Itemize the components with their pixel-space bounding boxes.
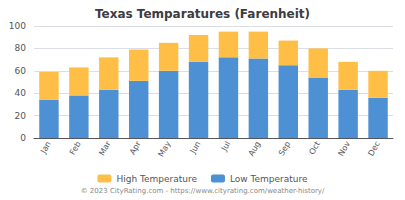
svg-text:100: 100 [9,21,26,31]
svg-text:Jul: Jul [219,140,232,154]
svg-text:40: 40 [15,88,27,98]
svg-text:Nov: Nov [336,140,352,158]
svg-text:Jan: Jan [38,140,52,156]
svg-text:20: 20 [15,111,27,121]
svg-text:Dec: Dec [366,140,382,158]
svg-text:© 2023 CityRating.com - https:: © 2023 CityRating.com - https://www.city… [81,187,325,195]
svg-text:Sep: Sep [277,140,292,158]
svg-text:Apr: Apr [128,139,143,156]
svg-text:Mar: Mar [97,139,113,157]
svg-text:60: 60 [15,66,27,76]
svg-text:Oct: Oct [307,140,322,156]
svg-text:0: 0 [20,133,26,143]
svg-text:Texas Temparatures (Farenheit): Texas Temparatures (Farenheit) [95,7,310,21]
svg-text:May: May [156,140,172,159]
svg-text:Feb: Feb [68,140,83,157]
svg-text:80: 80 [15,43,27,53]
svg-text:Jun: Jun [188,140,203,156]
svg-text:Low Temperature: Low Temperature [230,174,308,184]
svg-text:Aug: Aug [247,140,263,158]
svg-text:High Temperature: High Temperature [116,174,197,184]
